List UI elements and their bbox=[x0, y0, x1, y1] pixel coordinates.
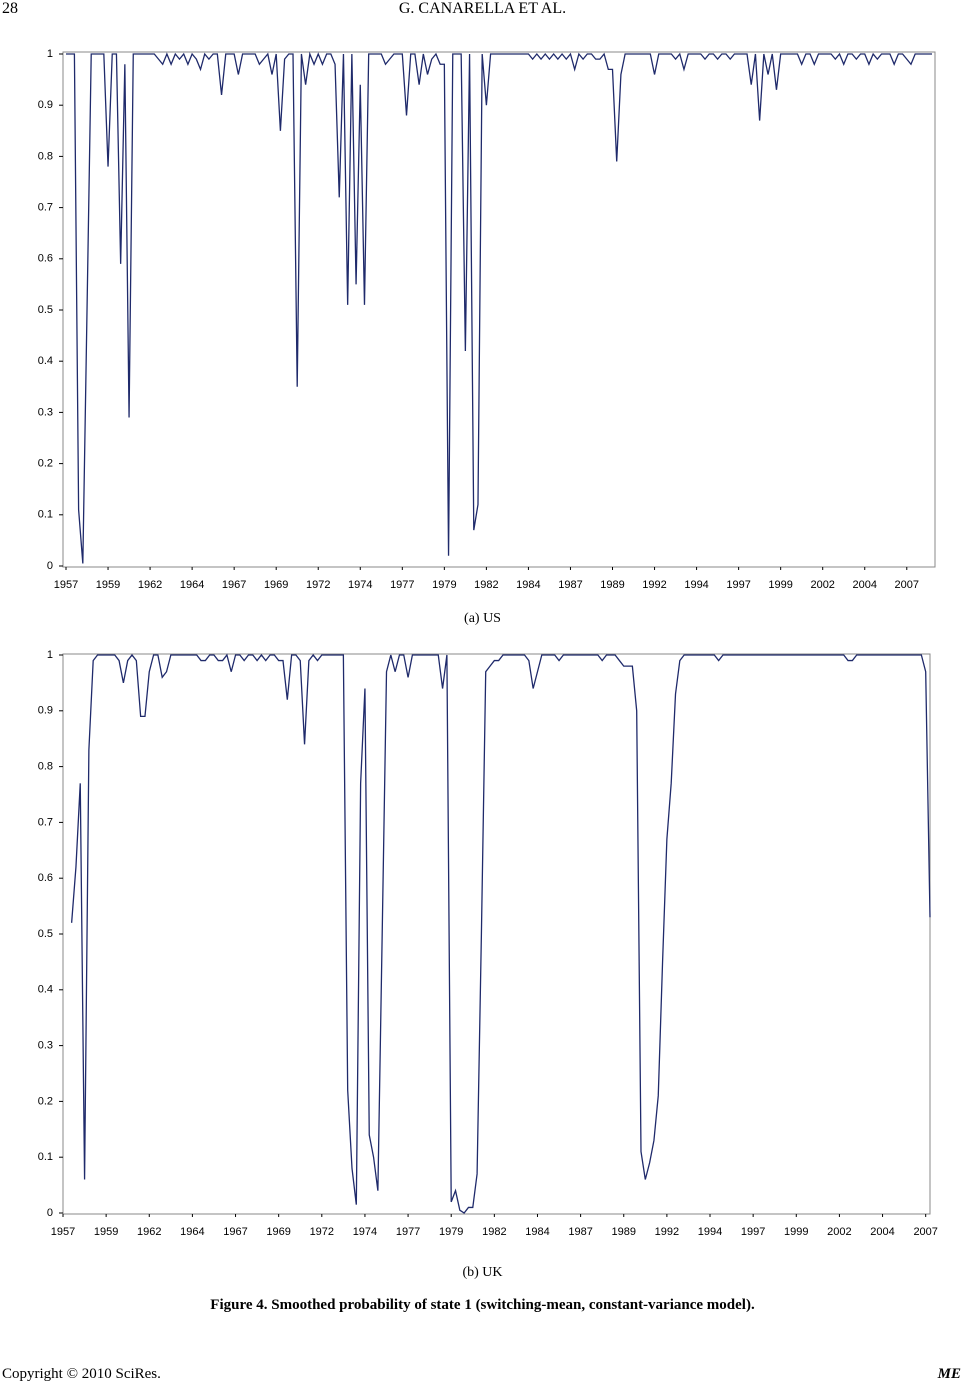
y-tick-label: 0.5 bbox=[38, 304, 53, 316]
x-tick-label: 1979 bbox=[432, 579, 456, 591]
x-tick-label: 1974 bbox=[353, 1226, 377, 1238]
y-tick-label: 0.1 bbox=[38, 509, 53, 521]
journal: ME bbox=[937, 1366, 961, 1382]
x-tick-label: 1964 bbox=[180, 1226, 204, 1238]
plot-frame bbox=[62, 653, 931, 1215]
x-tick-label: 1969 bbox=[266, 1226, 290, 1238]
y-tick-label: 0.2 bbox=[38, 1095, 53, 1107]
x-tick-label: 1994 bbox=[698, 1226, 722, 1238]
y-tick-label: 0.4 bbox=[38, 355, 53, 367]
x-tick-label: 1997 bbox=[741, 1226, 765, 1238]
figure-caption: Figure 4. Smoothed probability of state … bbox=[210, 1297, 755, 1313]
x-tick-label: 1969 bbox=[264, 579, 288, 591]
x-tick-label: 1994 bbox=[684, 579, 708, 591]
y-tick-label: 0.7 bbox=[38, 202, 53, 214]
y-tick-label: 0.5 bbox=[38, 928, 53, 940]
y-tick-label: 0 bbox=[47, 560, 53, 572]
x-tick-label: 1959 bbox=[96, 579, 120, 591]
x-tick-label: 1992 bbox=[642, 579, 666, 591]
y-tick-label: 1 bbox=[47, 649, 53, 661]
plot-frame bbox=[62, 51, 936, 568]
x-tick-label: 1984 bbox=[525, 1226, 549, 1238]
y-tick-label: 0.6 bbox=[38, 872, 53, 884]
x-tick-label: 1959 bbox=[94, 1226, 118, 1238]
x-tick-label: 1977 bbox=[390, 579, 414, 591]
y-tick-label: 0.3 bbox=[38, 1040, 53, 1052]
y-tick-label: 0.9 bbox=[38, 705, 53, 717]
x-tick-label: 1967 bbox=[222, 579, 246, 591]
x-tick-label: 2004 bbox=[852, 579, 876, 591]
copyright: Copyright © 2010 SciRes. bbox=[2, 1366, 161, 1382]
x-tick-label: 2004 bbox=[870, 1226, 894, 1238]
x-tick-label: 1987 bbox=[558, 579, 582, 591]
x-tick-label: 1982 bbox=[482, 1226, 506, 1238]
x-tick-label: 1972 bbox=[306, 579, 330, 591]
x-tick-label: 1999 bbox=[768, 579, 792, 591]
x-tick-label: 1999 bbox=[784, 1226, 808, 1238]
x-tick-label: 2007 bbox=[895, 579, 919, 591]
x-tick-label: 1972 bbox=[310, 1226, 334, 1238]
x-tick-label: 1997 bbox=[726, 579, 750, 591]
y-tick-label: 0.2 bbox=[38, 458, 53, 470]
data-line bbox=[70, 653, 931, 1214]
x-tick-label: 1982 bbox=[474, 579, 498, 591]
page-number: 28 bbox=[2, 0, 18, 17]
x-tick-label: 1992 bbox=[655, 1226, 679, 1238]
subcaption: (a) US bbox=[464, 611, 501, 626]
y-tick-label: 0.9 bbox=[38, 99, 53, 111]
x-tick-label: 1989 bbox=[600, 579, 624, 591]
x-tick-label: 2007 bbox=[913, 1226, 937, 1238]
x-tick-label: 2002 bbox=[810, 579, 834, 591]
y-tick-label: 0.4 bbox=[38, 984, 53, 996]
x-tick-label: 1977 bbox=[396, 1226, 420, 1238]
y-tick-label: 0 bbox=[47, 1207, 53, 1219]
running-title: G. CANARELLA ET AL. bbox=[398, 0, 567, 17]
y-tick-label: 0.8 bbox=[38, 150, 53, 162]
subcaption: (b) UK bbox=[462, 1265, 503, 1280]
x-tick-label: 1979 bbox=[439, 1226, 463, 1238]
x-tick-label: 1957 bbox=[51, 1226, 75, 1238]
x-tick-label: 2002 bbox=[827, 1226, 851, 1238]
x-tick-label: 1962 bbox=[137, 1226, 161, 1238]
y-tick-label: 0.1 bbox=[38, 1151, 53, 1163]
y-tick-label: 1 bbox=[47, 48, 53, 60]
y-tick-label: 0.7 bbox=[38, 816, 53, 828]
x-tick-label: 1964 bbox=[180, 579, 204, 591]
x-tick-label: 1962 bbox=[138, 579, 162, 591]
x-tick-label: 1974 bbox=[348, 579, 372, 591]
y-tick-label: 0.3 bbox=[38, 406, 53, 418]
x-tick-label: 1967 bbox=[223, 1226, 247, 1238]
x-tick-label: 1987 bbox=[568, 1226, 592, 1238]
y-tick-label: 0.8 bbox=[38, 761, 53, 773]
x-tick-label: 1989 bbox=[612, 1226, 636, 1238]
x-tick-label: 1957 bbox=[54, 579, 78, 591]
data-line bbox=[66, 51, 932, 564]
x-tick-label: 1984 bbox=[516, 579, 540, 591]
y-tick-label: 0.6 bbox=[38, 253, 53, 265]
